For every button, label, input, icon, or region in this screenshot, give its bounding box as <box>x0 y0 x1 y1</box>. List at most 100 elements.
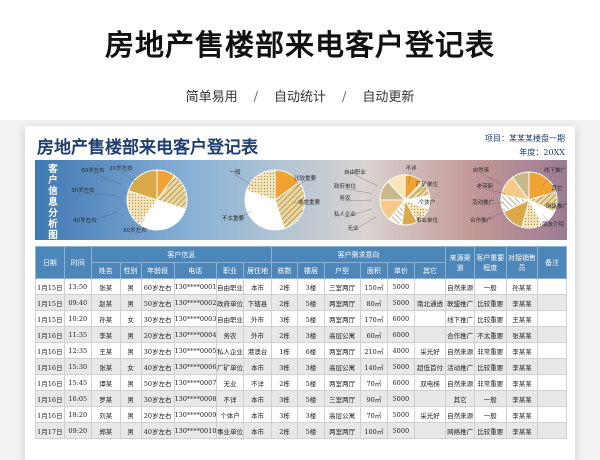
table-cell: 3楼 <box>297 406 325 423</box>
table-cell <box>413 278 447 295</box>
pie-label: 20岁左右 <box>109 164 133 172</box>
pie-label: 事业单位 <box>416 216 439 224</box>
table-cell: 130****0006 <box>173 358 217 375</box>
pie-label: 非常重要 <box>298 198 321 206</box>
pie-label: 一般 <box>229 168 241 176</box>
pie-label: 比较重要 <box>294 174 317 182</box>
table-row: 1月16日 16:05 罗某男 30岁左右 130****0008 不详 本市 3栋 5楼 三室两… <box>35 390 567 407</box>
table-cell: 60㎡ <box>359 326 389 343</box>
table-cell: 男 <box>119 374 142 391</box>
table-cell: 赵某 <box>91 294 121 311</box>
table-cell: 男 <box>119 326 142 343</box>
table-cell: 高层公寓 <box>323 326 361 343</box>
pie-leader-line <box>543 172 556 185</box>
table-cell: 2栋 <box>270 374 299 391</box>
table-cell: 12:35 <box>63 342 93 359</box>
table-cell: 1月16日 <box>35 358 65 375</box>
table-row: 1月16日 15:45 谭某男 50岁左右 130****0007 无业 不详 2栋 5楼 两室两… <box>35 374 567 391</box>
table-cell: 130****0009 <box>173 406 217 423</box>
pie-leader-line <box>544 204 558 210</box>
pie-label: 自由职业 <box>344 168 367 176</box>
table-cell: 政府单位 <box>215 294 245 311</box>
table-cell: 高层公寓 <box>323 358 361 375</box>
sub-header-cell: 户型 <box>323 262 361 279</box>
table-cell <box>537 342 567 359</box>
table-cell: 李某 <box>91 326 121 343</box>
pie-label: 其它 <box>551 184 562 192</box>
table-cell: 合作推广 <box>445 326 475 343</box>
table-cell: 三室两厅 <box>323 278 361 295</box>
table-cell: 5000 <box>387 406 415 423</box>
table-cell: 网络推广 <box>445 422 475 439</box>
table-cell <box>413 390 447 407</box>
pie-leader-line <box>417 186 428 193</box>
pie-leader-line <box>417 202 428 206</box>
table-cell: 男 <box>119 294 142 311</box>
table-cell: 30岁左右 <box>140 390 175 407</box>
table-cell: 1月15日 <box>35 294 65 311</box>
table-cell: 11:35 <box>63 326 93 343</box>
col-source: 来源渠道 <box>445 246 475 279</box>
col-time: 时间 <box>63 246 93 279</box>
table-cell: 130****0003 <box>173 310 217 327</box>
pie-slice <box>127 169 158 201</box>
table-cell: 李某某 <box>505 374 539 391</box>
table-cell: 3栋 <box>270 310 299 327</box>
pie-label: 50岁左右 <box>123 226 147 234</box>
pie-label: 网络推广 <box>546 202 567 210</box>
pie-label: 不详 <box>405 164 417 172</box>
pie-label: 政府单位 <box>334 182 357 190</box>
table-cell: 50岁左右 <box>140 294 175 311</box>
table-row: 1月16日 18:20 刘某男 20岁左右 130****0009 个体户 本市 3栋 3楼 高层… <box>35 406 567 423</box>
pie-label: 线下推广 <box>544 166 567 174</box>
table-cell: 本市 <box>243 278 272 295</box>
pie-leader-line <box>542 214 554 228</box>
table-cell: 60岁左右 <box>140 278 175 295</box>
table-cell: 李某某 <box>505 390 539 407</box>
sub-header-cell: 楼层 <box>297 262 325 279</box>
table-cell <box>537 294 567 311</box>
table-cell: 一般 <box>473 278 507 295</box>
pie-slice <box>244 190 285 231</box>
pie-leader-line <box>480 172 503 185</box>
sub-header-cell: 栋数 <box>270 262 299 279</box>
table-cell: 5楼 <box>297 422 325 439</box>
table-cell: 双电梯 <box>413 374 447 391</box>
table-cell: 自由职业 <box>215 278 245 295</box>
table-cell: 比较重要 <box>473 358 507 375</box>
table-cell <box>537 358 567 375</box>
subtitle-1: 简单易用 <box>185 90 238 105</box>
table-cell: 两室两厅 <box>323 310 361 327</box>
table-cell <box>537 422 567 439</box>
table-cell: 15:30 <box>63 358 93 375</box>
table-cell: 无业 <box>215 374 245 391</box>
pie-label: 朋友介绍 <box>542 220 565 228</box>
table-cell: 1月15日 <box>35 278 65 295</box>
table-cell: 130****0002 <box>173 294 217 311</box>
sub-header-row: 姓名 性别 年龄段 电话 职业 居住地 栋数 楼层 户型 面积 单价 其它 <box>36 262 567 279</box>
pie-slice <box>511 171 530 202</box>
sub-header-cell: 职业 <box>215 262 245 279</box>
table-cell: 1栋 <box>270 342 299 359</box>
pie-slice <box>156 175 188 210</box>
pie-slice <box>387 174 406 202</box>
table-cell: 100㎡ <box>359 422 389 439</box>
table-cell: 张某某 <box>505 326 539 343</box>
table-row: 1月15日 09:40 赵某男 50岁左右 130****0002 政府单位 下辖县 2栋 5楼… <box>35 294 567 311</box>
sub-header-cell: 姓名 <box>91 262 121 279</box>
subtitle-3: 自动更新 <box>362 90 415 105</box>
band-char: 信 <box>48 186 58 197</box>
table-cell: 本市 <box>243 358 272 375</box>
table-cell: 15:45 <box>63 374 93 391</box>
table-cell: 外市 <box>243 310 272 327</box>
table-cell: 1月16日 <box>35 406 65 423</box>
pie-label: 活动推广 <box>472 198 495 206</box>
pie-leader-line <box>544 190 558 195</box>
project-label: 项目：某某某楼盘一期 <box>485 134 565 143</box>
sub-header-cell: 性别 <box>119 262 142 279</box>
table-cell: 1月16日 <box>35 342 65 359</box>
band-char: 析 <box>48 219 58 230</box>
pie-label: 厂矿单位 <box>416 180 439 188</box>
table-cell: 比较重要 <box>473 310 507 327</box>
